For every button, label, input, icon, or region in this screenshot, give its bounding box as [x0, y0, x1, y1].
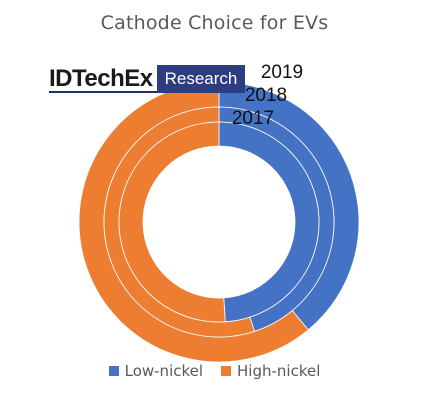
legend-item-low-nickel: Low-nickel: [108, 362, 204, 380]
legend-label-low-nickel: Low-nickel: [124, 362, 204, 380]
legend-label-high-nickel: High-nickel: [237, 362, 321, 380]
ring-label-2018: 2018: [245, 85, 287, 106]
legend: Low-nickel High-nickel: [0, 362, 429, 380]
logo-research-tag: Research: [156, 65, 246, 93]
idtechex-logo: IDTechEx Research: [49, 65, 246, 93]
logo-wordmark: IDTechEx: [49, 65, 157, 93]
legend-swatch-high-nickel: [221, 366, 232, 376]
ring-label-2019: 2019: [261, 62, 303, 83]
slice-2017-high-nickel: [118, 121, 226, 323]
chart-title: Cathode Choice for EVs: [100, 12, 329, 34]
legend-swatch-low-nickel: [108, 366, 119, 376]
legend-item-high-nickel: High-nickel: [221, 362, 320, 380]
ring-label-2017: 2017: [232, 108, 274, 129]
